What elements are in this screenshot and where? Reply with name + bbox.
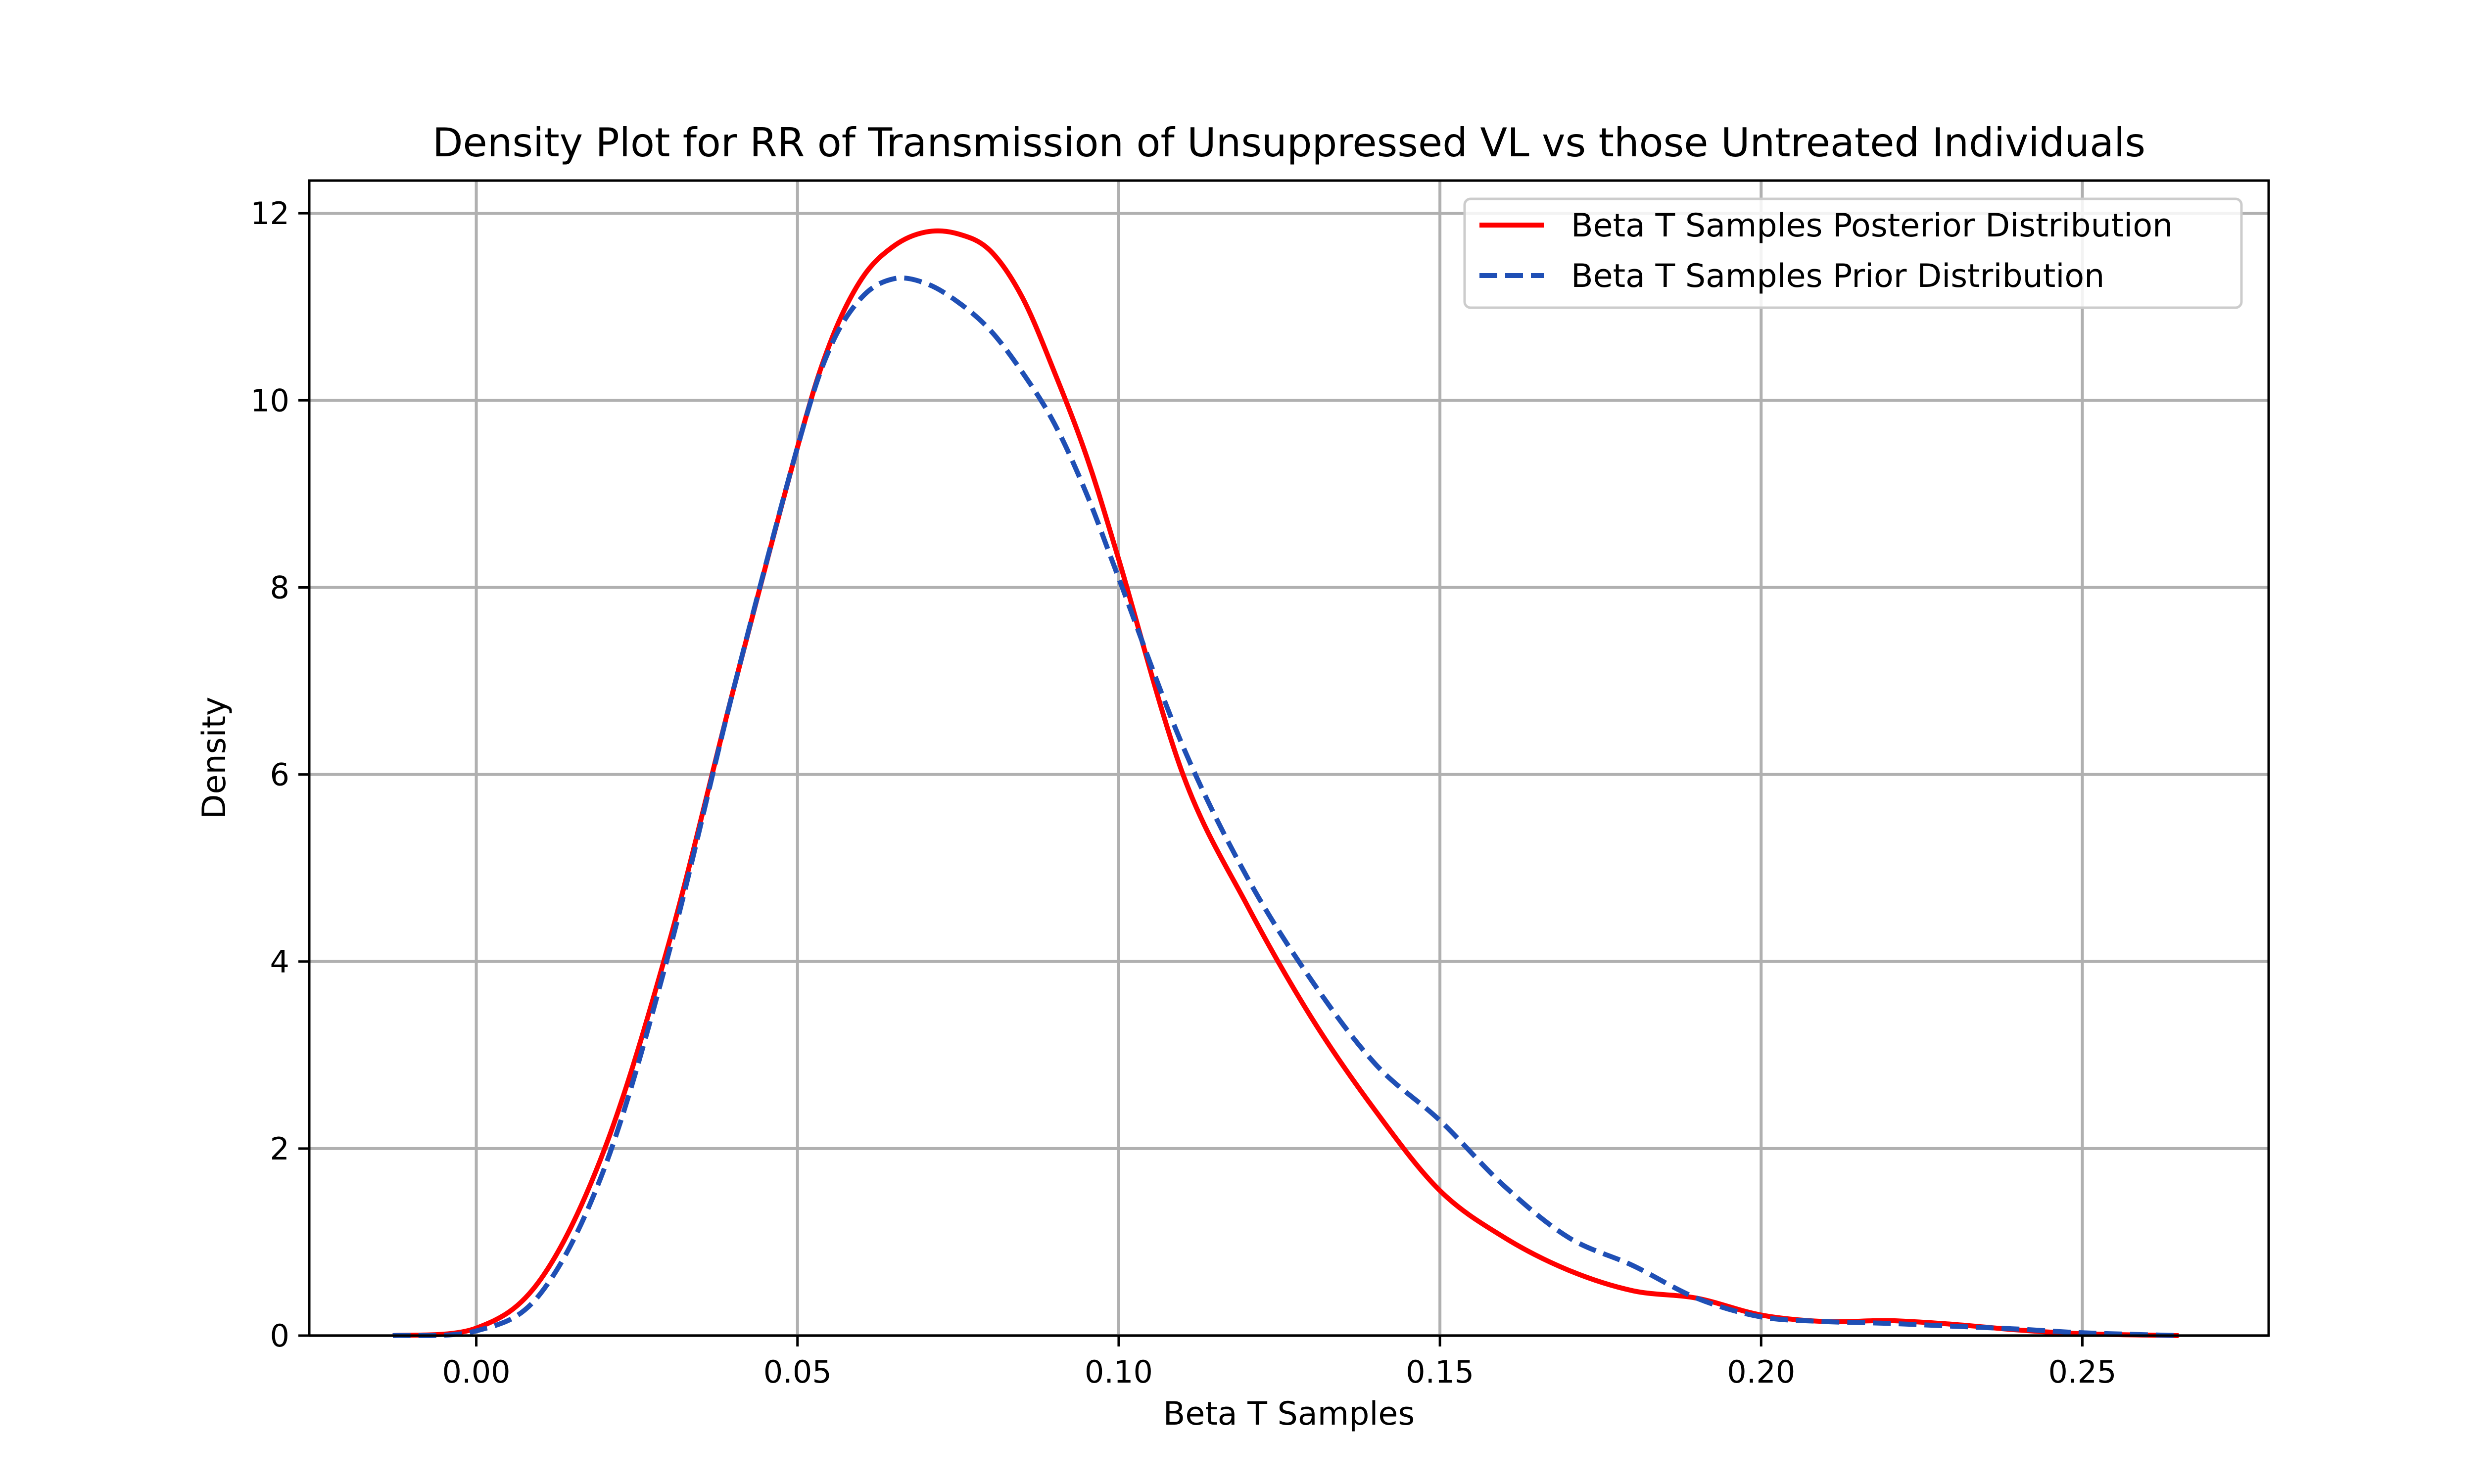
axis-ticks: 0.00 0.05 0.10 0.15 0.20 0.25 0 2 4 6 8 10 12 [250, 195, 2116, 1390]
x-tick-label: 0.25 [2048, 1354, 2116, 1390]
prior-density-line [392, 275, 2179, 1339]
x-tick-label: 0.20 [1727, 1354, 1795, 1390]
y-tick-label: 10 [250, 382, 289, 418]
x-tick-label: 0.15 [1406, 1354, 1474, 1390]
x-tick-label: 0.05 [763, 1354, 832, 1390]
x-axis-label: Beta T Samples [1163, 1395, 1415, 1433]
chart-title: Density Plot for RR of Transmission of U… [432, 120, 2145, 166]
legend-prior-label: Beta T Samples Prior Distribution [1571, 258, 2104, 295]
y-tick-label: 0 [270, 1318, 289, 1354]
y-tick-label: 6 [270, 757, 289, 793]
y-tick-label: 12 [250, 195, 289, 232]
y-axis-label: Density [196, 696, 233, 819]
y-tick-label: 2 [270, 1131, 289, 1167]
legend-posterior-label: Beta T Samples Posterior Distribution [1571, 207, 2173, 244]
plot-frame [308, 179, 2270, 1337]
y-tick-label: 8 [270, 569, 289, 605]
series-lines [392, 228, 2179, 1339]
legend: Beta T Samples Posterior Distribution Be… [1463, 197, 2243, 309]
x-tick-label: 0.10 [1085, 1354, 1153, 1390]
legend-box [1463, 197, 2243, 309]
y-tick-label: 4 [270, 944, 289, 980]
x-tick-label: 0.00 [442, 1354, 511, 1390]
